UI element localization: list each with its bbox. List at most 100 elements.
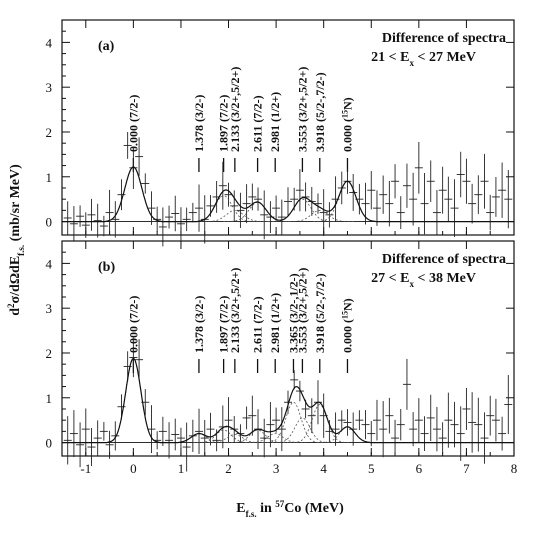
level-label-text: 3.553 (3/2+,5/2+) — [295, 268, 309, 353]
level-label: 2.611 (7/2-) — [251, 296, 265, 353]
data-point — [248, 183, 257, 211]
plot-frame — [61, 240, 515, 457]
level-label: 1.378 (3/2-) — [192, 95, 206, 152]
data-point — [331, 412, 340, 446]
data-point — [195, 184, 204, 232]
data-point — [87, 428, 96, 467]
x-tick-label: 5 — [368, 461, 375, 476]
level-label: 2.133 (3/2+,5/2+) — [228, 67, 242, 152]
data-point — [486, 395, 495, 436]
x-tick-label: -1 — [80, 461, 91, 476]
data-point — [432, 190, 441, 236]
peak-component — [289, 404, 351, 443]
data-point — [409, 172, 418, 226]
data-point — [420, 416, 429, 451]
total-fit-curve — [62, 357, 514, 444]
subtitle-post: < 38 MeV — [414, 271, 476, 286]
level-label-text: 2.981 (1/2+) — [268, 293, 282, 353]
y-tick-label: 4 — [46, 35, 53, 50]
x-tick-label: 0 — [130, 461, 137, 476]
data-point — [325, 202, 334, 228]
data-point — [450, 401, 459, 448]
panel-title: Difference of spectra — [382, 252, 506, 267]
level-label-text: 0.000 ( — [340, 319, 354, 353]
level-label-text: 1.897 (7/2-) — [217, 95, 231, 152]
data-point — [272, 407, 281, 433]
subtitle-pre: 27 < E — [371, 271, 409, 286]
panel-subtitle: 21 < Ex < 27 MeV — [371, 50, 476, 68]
data-point — [254, 187, 263, 211]
data-point — [462, 387, 471, 430]
level-label-text: 3.553 (3/2+,5/2+) — [295, 67, 309, 152]
data-point — [444, 176, 453, 222]
level-label-text: 1.378 (3/2-) — [192, 296, 206, 353]
data-point — [266, 402, 275, 448]
level-label: 3.553 (3/2+,5/2+) — [295, 268, 309, 353]
data-point — [420, 172, 429, 235]
subtitle-post: < 27 MeV — [414, 50, 476, 65]
data-point — [361, 410, 370, 440]
data-point — [195, 408, 204, 454]
data-point — [468, 183, 477, 224]
data-point — [391, 419, 400, 457]
data-point — [480, 153, 489, 209]
data-point — [284, 390, 292, 414]
data-point — [165, 422, 174, 459]
data-point — [491, 177, 500, 217]
data-point — [147, 405, 156, 454]
data-point — [242, 184, 251, 224]
level-label: 3.365 (3/2-,1/2-) — [286, 273, 300, 353]
data-point — [93, 203, 102, 238]
data-point — [69, 206, 78, 242]
level-label-end: N) — [340, 298, 354, 311]
peak-component — [200, 209, 270, 222]
level-label-text: 2.981 (1/2+) — [268, 92, 282, 152]
subtitle-pre: 21 < E — [371, 50, 409, 65]
data-point — [456, 151, 465, 198]
data-point — [129, 146, 138, 190]
data-point — [343, 409, 352, 436]
data-point — [462, 158, 471, 204]
data-point — [111, 421, 120, 451]
data-point — [486, 194, 495, 231]
data-point — [165, 205, 174, 229]
data-point — [402, 358, 411, 410]
data-point — [277, 199, 286, 235]
level-label-text: 2.611 (7/2-) — [251, 95, 265, 152]
data-point — [313, 193, 322, 214]
y-tick-label: 1 — [46, 391, 53, 406]
plot-frame — [61, 19, 515, 236]
level-label-end: N) — [340, 97, 354, 110]
data-point — [99, 422, 108, 441]
fit-curves — [62, 166, 514, 223]
data-point — [409, 412, 418, 447]
data-point — [248, 395, 257, 436]
data-point — [414, 141, 423, 194]
data-point — [355, 410, 364, 431]
data-point — [396, 196, 405, 230]
data-point — [379, 175, 388, 214]
level-label-text: 1.897 (7/2-) — [217, 296, 231, 353]
data-point — [391, 164, 400, 199]
y-tick-label: 2 — [46, 346, 53, 361]
data-point — [284, 187, 292, 216]
level-label: 3.553 (3/2+,5/2+) — [295, 67, 309, 152]
y-axis-label: d2σ/dΩdEf.s. (mb/sr MeV) — [6, 164, 26, 316]
level-label: 0.000 (15N) — [340, 97, 355, 152]
data-point — [432, 406, 441, 452]
peak-component — [285, 209, 354, 222]
level-label-sup: 15 — [340, 311, 349, 319]
data-point — [474, 175, 483, 215]
level-label-text: 3.918 (5/2-,7/2-) — [313, 273, 327, 353]
subtitle-sub: x — [409, 58, 414, 68]
y-tick-label: 0 — [46, 436, 53, 451]
data-point — [87, 198, 96, 231]
data-point — [367, 171, 376, 210]
data-point — [474, 397, 483, 452]
level-label: 3.918 (5/2-,7/2-) — [313, 273, 327, 353]
data-point — [498, 416, 507, 451]
data-point — [81, 212, 90, 238]
data-point — [188, 202, 197, 223]
panel-label: (b) — [98, 260, 115, 275]
